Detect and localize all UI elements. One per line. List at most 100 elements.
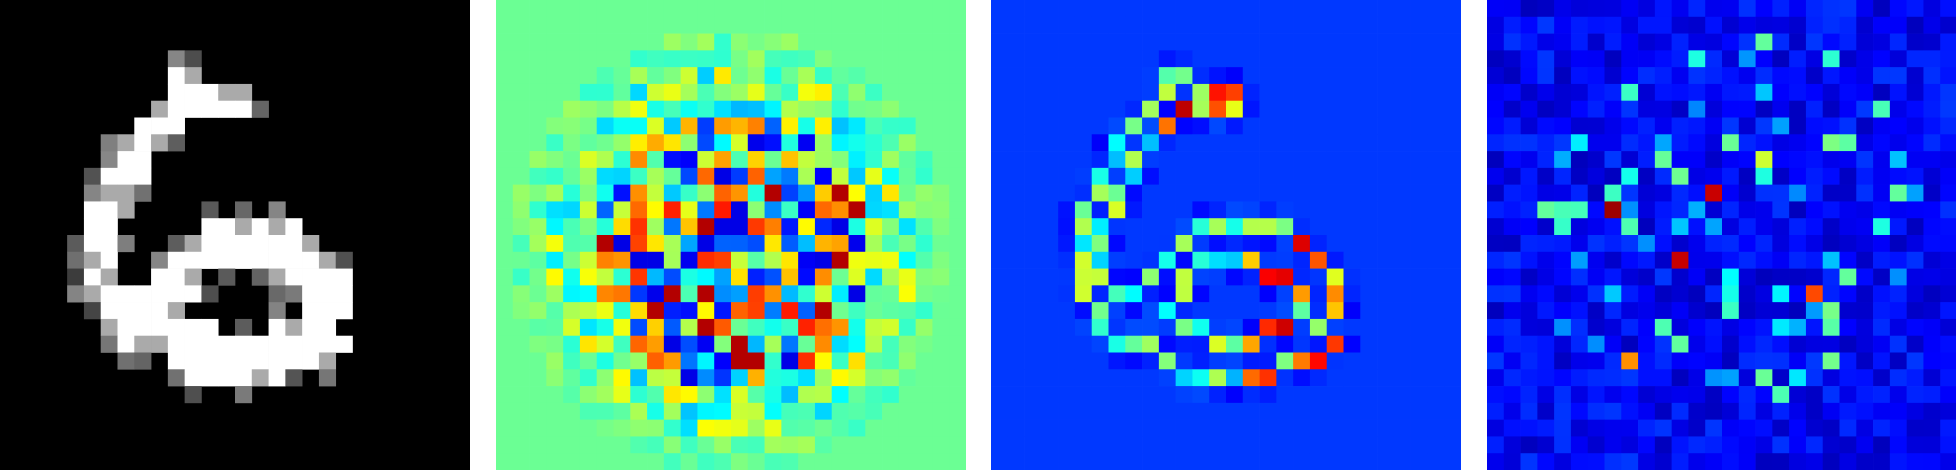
heatmap-1-cell [747, 117, 765, 135]
digit-pixel [285, 285, 303, 303]
digit-pixel [201, 100, 219, 118]
heatmap-1-cell [932, 235, 950, 253]
heatmap-2-cell [1360, 402, 1378, 420]
heatmap-2-cell [1360, 453, 1378, 470]
heatmap-3-cell [1722, 100, 1740, 118]
heatmap-2-cell [1058, 402, 1076, 420]
heatmap-2-cell [1326, 402, 1344, 420]
heatmap-2-cell [1142, 100, 1160, 118]
heatmap-2-cell [1427, 167, 1445, 185]
heatmap-3-cell [1671, 134, 1689, 152]
heatmap-1-cell [546, 419, 564, 437]
heatmap-1-cell [663, 218, 681, 236]
heatmap-3-cell [1722, 251, 1740, 269]
heatmap-1-cell [865, 151, 883, 169]
heatmap-2-cell [1074, 386, 1093, 404]
heatmap-3-cell [1638, 67, 1656, 85]
heatmap-3-cell [1889, 251, 1907, 269]
heatmap-1-cell [949, 184, 966, 202]
heatmap-1-cell [596, 318, 614, 337]
heatmap-3-cell [1487, 16, 1505, 34]
heatmap-1-cell [781, 419, 799, 437]
heatmap-2-cell [1142, 50, 1160, 68]
heatmap-1-cell [596, 453, 614, 470]
heatmap-3-cell [1856, 268, 1874, 286]
heatmap-1-cell [949, 134, 966, 152]
heatmap-3-cell [1654, 100, 1672, 118]
heatmap-2-cell [1259, 251, 1277, 269]
heatmap-3-cell [1621, 453, 1639, 470]
heatmap-1-cell [731, 302, 749, 320]
heatmap-1-cell [831, 33, 849, 51]
heatmap-2-cell [1192, 335, 1210, 353]
heatmap-1-cell [814, 386, 833, 404]
heatmap-2-cell [1393, 386, 1411, 404]
heatmap-3-cell [1789, 436, 1807, 454]
heatmap-3-cell [1873, 134, 1891, 152]
heatmap-1-cell [831, 402, 849, 420]
heatmap-1-cell [714, 235, 732, 253]
heatmap-2-cell [1041, 0, 1059, 18]
heatmap-1-cell [512, 67, 530, 85]
digit-pixel [302, 335, 320, 353]
heatmap-2-cell [1242, 352, 1260, 370]
heatmap-1-cell [882, 318, 900, 337]
heatmap-2-cell [1074, 402, 1093, 420]
heatmap-1-cell [529, 184, 547, 202]
heatmap-1-cell [781, 352, 799, 370]
heatmap-1-cell [563, 83, 581, 102]
heatmap-2-cell [1074, 352, 1093, 370]
heatmap-3-cell [1873, 369, 1891, 387]
heatmap-3-cell [1705, 218, 1723, 236]
heatmap-3-cell [1604, 386, 1622, 404]
heatmap-1-cell [697, 16, 715, 34]
heatmap-3-cell [1570, 352, 1589, 370]
heatmap-1-cell [932, 335, 950, 353]
heatmap-1-cell [731, 318, 749, 337]
heatmap-2-cell [1293, 83, 1311, 102]
heatmap-3-cell [1587, 16, 1605, 34]
heatmap-3-cell [1839, 67, 1857, 85]
heatmap-2-cell [1074, 184, 1093, 202]
digit-pixel [268, 335, 286, 353]
heatmap-2-cell [1276, 436, 1294, 454]
heatmap-3-cell [1805, 167, 1824, 185]
heatmap-3-cell [1638, 402, 1656, 420]
heatmap-2-cell [991, 235, 1009, 253]
heatmap-1-cell [630, 151, 648, 169]
heatmap-3-cell [1587, 134, 1605, 152]
heatmap-2-cell [1444, 151, 1461, 169]
heatmap-1-cell [546, 16, 564, 34]
heatmap-3-cell [1554, 268, 1572, 286]
heatmap-1-cell [814, 352, 833, 370]
heatmap-2-cell [1142, 235, 1160, 253]
heatmap-2-cell [1024, 67, 1042, 85]
heatmap-1-cell [496, 335, 514, 353]
heatmap-2-cell [1024, 335, 1042, 353]
heatmap-3-cell [1604, 268, 1622, 286]
heatmap-1-cell [563, 184, 581, 202]
heatmap-1-cell [814, 218, 833, 236]
heatmap-1-cell [563, 318, 581, 337]
heatmap-2-cell [1007, 184, 1025, 202]
digit-pixel [218, 335, 236, 353]
digit-pixel [201, 335, 219, 353]
heatmap-1-cell [764, 436, 782, 454]
digit-pixel [117, 235, 135, 253]
heatmap-2-cell [1427, 134, 1445, 152]
heatmap-2-cell [1074, 268, 1093, 286]
heatmap-1-cell [731, 419, 749, 437]
heatmap-1-cell [764, 33, 782, 51]
heatmap-3-cell [1789, 83, 1807, 102]
heatmap-3-cell [1906, 100, 1924, 118]
heatmap-3-cell [1487, 285, 1505, 303]
heatmap-3-cell [1822, 117, 1840, 135]
heatmap-2-cell [1108, 0, 1126, 18]
heatmap-3-cell [1487, 369, 1505, 387]
heatmap-2-cell [1326, 386, 1344, 404]
heatmap-3-cell [1906, 117, 1924, 135]
heatmap-2-cell [1343, 369, 1361, 387]
heatmap-3-cell [1755, 33, 1773, 51]
heatmap-1-cell [613, 83, 631, 102]
heatmap-2-cell [1007, 402, 1025, 420]
